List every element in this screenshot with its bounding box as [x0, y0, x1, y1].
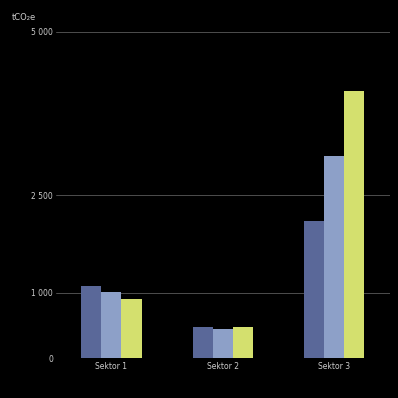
- Bar: [101, 292, 121, 358]
- Bar: [121, 299, 142, 358]
- Bar: [81, 287, 101, 358]
- Bar: [213, 329, 233, 358]
- Text: tCO₂e: tCO₂e: [12, 13, 37, 22]
- Bar: [324, 156, 344, 358]
- Bar: [233, 327, 253, 358]
- Bar: [344, 91, 365, 358]
- Bar: [193, 327, 213, 358]
- Bar: [304, 221, 324, 358]
